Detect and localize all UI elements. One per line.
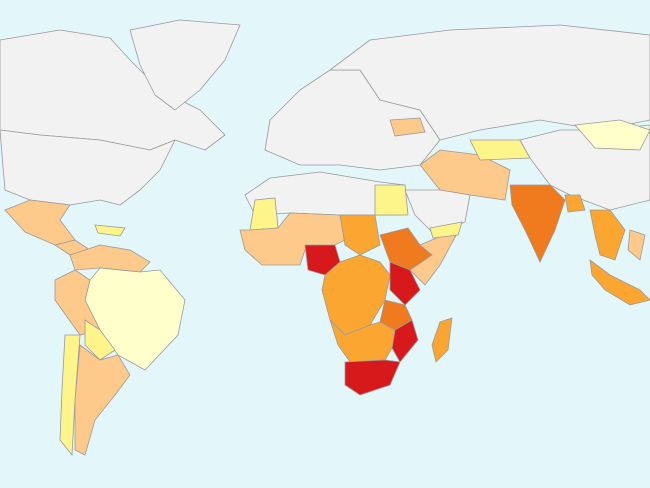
madagascar — [431, 317, 453, 363]
philippines — [627, 229, 646, 261]
mexico — [4, 199, 76, 246]
indonesia — [589, 259, 650, 306]
kenya-tanzania — [389, 261, 421, 306]
south-africa — [344, 359, 401, 396]
peru — [54, 269, 101, 336]
central-asia — [469, 139, 531, 161]
egypt — [374, 184, 409, 216]
sahel — [239, 212, 346, 266]
southern-africa — [329, 319, 396, 363]
mongolia — [574, 119, 650, 151]
bangladesh — [564, 194, 586, 213]
india — [509, 184, 566, 263]
yemen — [429, 221, 463, 239]
ukraine — [389, 117, 426, 137]
chile — [59, 334, 81, 457]
greenland — [129, 19, 241, 111]
russia — [329, 24, 650, 141]
caribbean — [94, 224, 126, 237]
argentina — [74, 344, 131, 456]
bolivia — [84, 319, 116, 361]
southeast-asia — [589, 209, 626, 261]
mauritania — [249, 197, 279, 231]
sudan — [339, 214, 381, 256]
south-america-north — [69, 244, 151, 273]
